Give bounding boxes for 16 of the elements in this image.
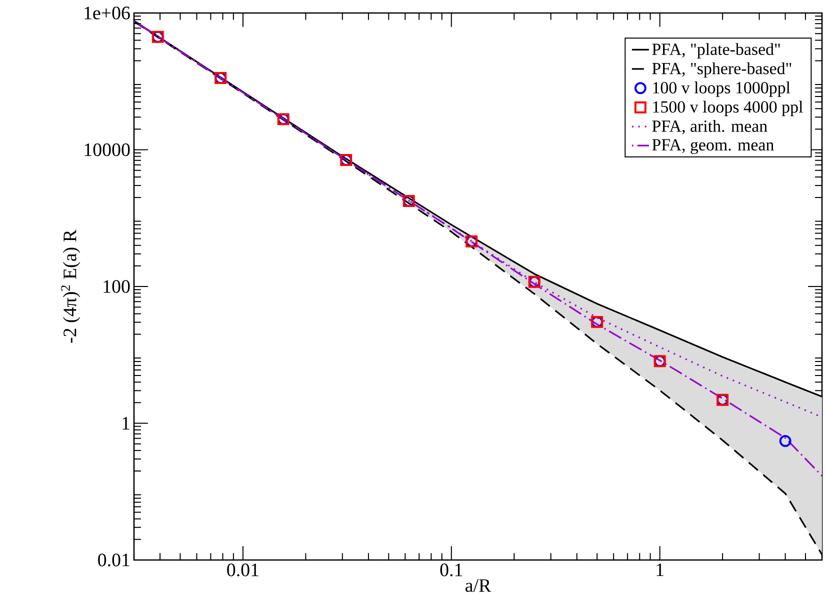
legend-label: PFA, arith. mean [652, 120, 768, 134]
x-axis-title: a/R [466, 579, 492, 592]
legend-label: 1500 v loops 4000 ppl [653, 100, 803, 116]
legend-label: PFA, geom. mean [652, 139, 774, 154]
legend-label: PFA, "sphere-based" [652, 62, 792, 78]
y-axis-title: -2 (4π)$^{2}$ E(a) R [61, 230, 80, 343]
y-tick-label: 100 [104, 280, 130, 293]
y-tick-label: 1e+06 [84, 6, 130, 20]
y-tick-label: 10000 [84, 143, 130, 156]
y-tick-label: 0.01 [98, 554, 130, 566]
legend-label: PFA, "plate-based" [652, 43, 780, 58]
x-tick-label: 0.1 [440, 564, 462, 576]
y-tick-label: 1 [122, 417, 130, 430]
x-tick-label: 1 [656, 564, 664, 576]
x-tick-label: 0.01 [227, 564, 258, 576]
legend-label: 100 v loops 1000ppl [653, 82, 790, 97]
